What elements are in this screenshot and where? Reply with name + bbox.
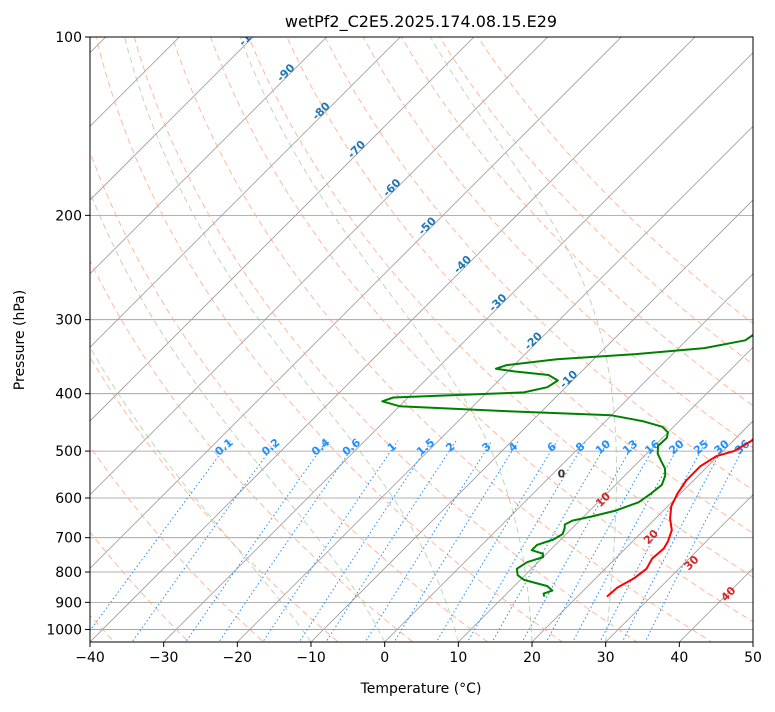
dry-adiabat-line (324, 37, 753, 491)
y-tick-label: 900 (55, 595, 82, 611)
dry-adiabat-line (90, 531, 190, 642)
temperature-profile (606, 437, 753, 598)
y-tick-label: 600 (55, 491, 82, 507)
mixing-ratio-line (466, 440, 587, 642)
mixing-ratio-line (262, 440, 399, 642)
isotherm-line (384, 273, 753, 642)
y-tick-label: 500 (55, 444, 82, 460)
dry-adiabat-line (90, 356, 340, 642)
mixing-ratio-line (491, 440, 609, 642)
dry-adiabat-label: -100 (236, 20, 265, 49)
mixing-ratio-line (90, 440, 231, 632)
isotherm-line (90, 37, 328, 275)
dry-adiabat-line (210, 37, 753, 623)
mixing-ratio-line (545, 440, 659, 642)
dry-adiabat-line (95, 37, 564, 642)
y-axis-label: Pressure (hPa) (12, 290, 28, 390)
isotherm-line (457, 346, 753, 642)
y-tick-label: 200 (55, 208, 82, 224)
dewpoint-profile (381, 333, 753, 597)
moist-adiabat-line (90, 346, 312, 642)
moist-adiabat-line (429, 37, 617, 642)
dry-adiabat-line (286, 37, 753, 534)
mixing-ratio-line (621, 440, 728, 642)
x-tick-label: 40 (670, 650, 688, 666)
x-tick-label: 20 (523, 650, 541, 666)
dry-adiabat-line (248, 37, 753, 578)
moist-adiabat-line (124, 37, 459, 642)
chart-title: wetPf2_C2E5.2025.174.08.15.E29 (285, 12, 557, 32)
dry-adiabat-line (362, 37, 753, 449)
mixing-ratio-line (131, 440, 278, 642)
mixing-ratio-line (521, 440, 637, 642)
x-tick-label: −30 (149, 650, 179, 666)
isotherm-line (0, 10, 59, 654)
mixing-ratio-line (435, 440, 558, 642)
isotherm-line (90, 37, 180, 127)
y-tick-label: 800 (55, 565, 82, 581)
isotherm-line (90, 37, 401, 348)
isotherm-line (90, 37, 475, 422)
isotherm-line (90, 37, 254, 201)
isotherm-line (90, 37, 622, 569)
profiles (381, 333, 753, 598)
x-tick-label: −40 (75, 650, 105, 666)
isotherm-line (90, 37, 696, 642)
isotherm-line (531, 420, 753, 642)
zero-label: 0 (558, 467, 566, 480)
x-tick-label: 0 (380, 650, 389, 666)
isotherm-line (90, 37, 549, 496)
x-tick-label: 10 (449, 650, 467, 666)
mixing-ratio-line (644, 440, 748, 642)
y-axis: 100 200 300 400 500 600 700 800 900 1000 (46, 30, 90, 638)
isotherm-line (605, 494, 753, 642)
y-tick-label: 700 (55, 531, 82, 547)
isotherm-line (310, 199, 753, 642)
moist-adiabat-line (90, 190, 386, 642)
x-tick-label: −20 (223, 650, 253, 666)
dry-adiabat-line (90, 259, 414, 642)
y-tick-label: 100 (55, 30, 82, 46)
x-tick-label: 50 (744, 650, 762, 666)
dry-adiabat-line (171, 37, 713, 642)
x-axis-label: Temperature (°C) (360, 681, 482, 697)
plot-background (90, 37, 753, 642)
mixing-ratio-line (298, 440, 432, 642)
moist-adiabat-line (239, 37, 533, 642)
dry-adiabat-line (90, 150, 489, 642)
x-axis: −40 −30 −20 −10 0 10 20 30 40 50 (75, 642, 762, 666)
mixing-ratio-line (364, 440, 493, 642)
mixing-ratio-line (325, 440, 457, 642)
plot-frame (89, 36, 754, 643)
isotherm-line (236, 125, 753, 642)
y-tick-label: 300 (55, 313, 82, 329)
isotherm-line (163, 52, 753, 642)
y-tick-label: 400 (55, 387, 82, 403)
x-tick-label: −10 (296, 650, 326, 666)
background-lines (0, 10, 753, 654)
dry-adiabat-line (90, 445, 265, 642)
y-tick-label: 1000 (46, 622, 82, 638)
x-tick-label: 30 (597, 650, 615, 666)
dry-adiabat-line (133, 37, 638, 642)
